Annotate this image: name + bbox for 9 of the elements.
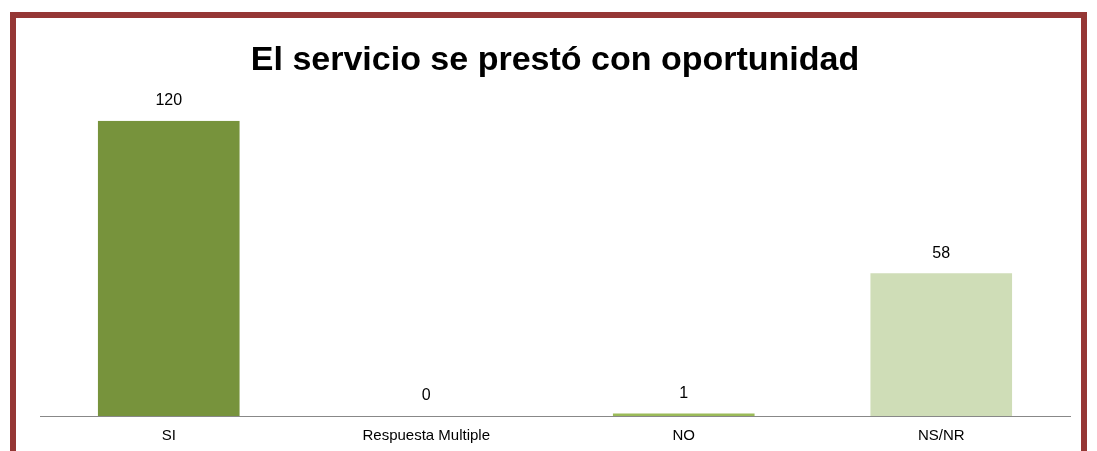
chart-title: El servicio se prestó con oportunidad bbox=[250, 38, 860, 77]
data-label: 120 bbox=[155, 91, 183, 109]
data-label: 0 bbox=[421, 386, 431, 404]
x-tick-label: NS/NR bbox=[917, 426, 965, 444]
x-tick-label: Respuesta Multiple bbox=[362, 426, 491, 444]
data-label: 1 bbox=[679, 383, 689, 401]
x-tick-label: NO bbox=[672, 426, 695, 444]
x-tick-label: SI bbox=[161, 426, 176, 444]
data-label: 58 bbox=[932, 243, 951, 261]
